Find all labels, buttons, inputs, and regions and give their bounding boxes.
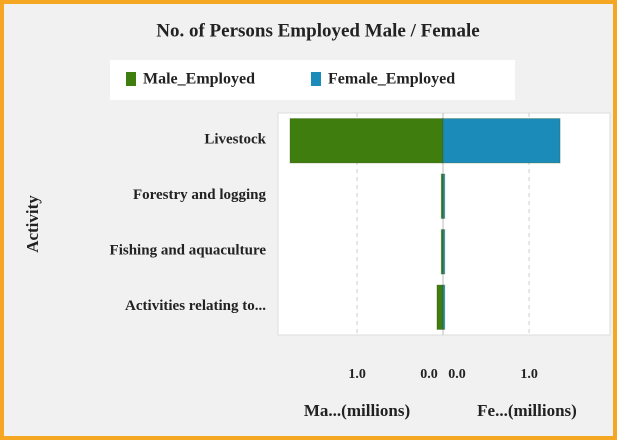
- bar: [436, 284, 444, 330]
- y-tick-label: Forestry and logging: [133, 187, 267, 203]
- bar: [442, 284, 446, 330]
- x-tick-label: 1.0: [348, 367, 366, 382]
- x-tick-label: 0.0: [420, 367, 438, 382]
- bar: [442, 229, 446, 275]
- legend-marker: [126, 72, 136, 86]
- y-tick-label: Fishing and aquaculture: [110, 243, 267, 259]
- y-axis-title: Activity: [23, 195, 42, 253]
- bar: [442, 173, 446, 219]
- bar: [289, 118, 444, 164]
- bar: [442, 118, 561, 164]
- x-tick-label: 0.0: [448, 367, 466, 382]
- x-axis-title: Ma...(millions): [304, 401, 410, 420]
- x-tick-label: 1.0: [520, 367, 538, 382]
- y-tick-label: Livestock: [204, 132, 266, 148]
- x2-axis-title: Fe...(millions): [477, 401, 577, 420]
- y-tick-label: Activities relating to...: [125, 298, 266, 314]
- legend-label: Female_Employed: [328, 71, 455, 88]
- legend-label: Male_Employed: [143, 71, 255, 88]
- chart-title: No. of Persons Employed Male / Female: [156, 20, 479, 41]
- legend-marker: [311, 72, 321, 86]
